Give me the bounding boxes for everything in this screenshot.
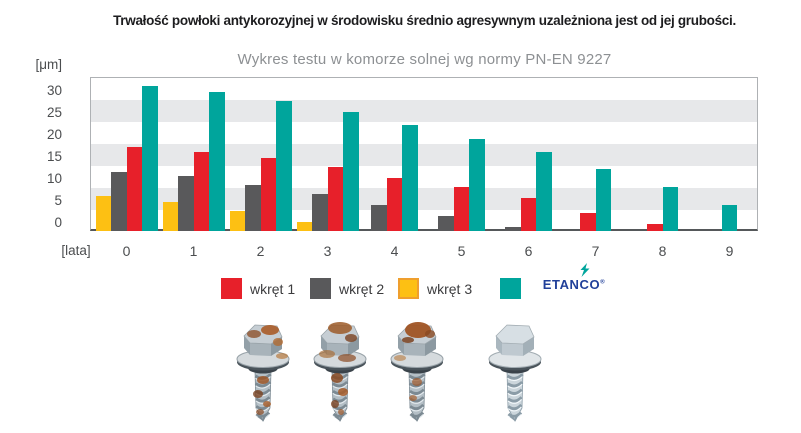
screw-photo-2-corroded	[307, 312, 373, 426]
y-axis-tick: 25	[46, 105, 62, 120]
y-axis-unit-label: [μm]	[35, 57, 62, 72]
rust-spot	[412, 378, 422, 386]
bar-etanco-rok-4	[402, 125, 418, 231]
bar-etanco-rok-5	[469, 138, 485, 231]
legend-item-wkr-t-3: wkręt 3	[398, 278, 472, 299]
legend-swatch	[221, 278, 242, 299]
x-axis-tick: 7	[591, 243, 600, 259]
bar-wkr-t-1-rok-3	[327, 167, 343, 231]
etanco-logo: ETANCO®	[543, 263, 605, 291]
legend-item-label: wkręt 3	[427, 280, 473, 297]
y-axis-tick: 20	[46, 127, 62, 142]
x-axis-tick: 6	[524, 243, 533, 259]
y-axis-tick: 5	[54, 193, 62, 208]
rust-spot	[338, 388, 348, 396]
bar-wkr-t-2-rok-2	[245, 184, 261, 231]
bar-wkr-t-1-rok-1	[193, 151, 209, 231]
rust-spot	[394, 355, 406, 361]
screw-illustration	[488, 324, 542, 422]
x-axis-tick: 5	[457, 243, 466, 259]
rust-spot	[273, 338, 283, 346]
rust-spot	[328, 322, 352, 334]
x-axis-unit-label: [lata]	[61, 243, 91, 258]
bar-etanco-rok-0	[142, 85, 158, 231]
bar-wkr-t-1-rok-6	[520, 198, 537, 231]
bar-wkr-t-3-rok-3	[296, 222, 312, 231]
legend-swatch	[310, 278, 331, 299]
bar-etanco-rok-3	[343, 112, 359, 231]
bar-wkr-t-3-rok-0	[95, 195, 111, 231]
y-axis-tick: 30	[46, 83, 62, 98]
x-axis-tick: 2	[256, 243, 265, 259]
rust-spot	[331, 373, 343, 383]
rust-spot	[338, 409, 344, 415]
bar-wkr-t-2-rok-6	[505, 226, 521, 231]
bar-wkr-t-2-rok-1	[178, 176, 194, 231]
legend-swatch	[398, 278, 419, 299]
x-axis-tick: 4	[390, 243, 399, 259]
bar-etanco-rok-1	[209, 92, 225, 231]
screw-photo-4-clean	[482, 312, 548, 426]
etanco-logo-text: ETANCO®	[542, 277, 606, 292]
bar-wkr-t-1-rok-4	[386, 178, 403, 231]
rust-spot	[405, 322, 431, 338]
rust-spot	[409, 395, 417, 401]
screw-photo-3-corroded	[384, 312, 450, 426]
x-axis-tick: 1	[189, 243, 198, 259]
etanco-registered-mark: ®	[600, 279, 606, 286]
bar-etanco-rok-7	[595, 169, 611, 231]
rust-spot	[261, 325, 279, 335]
legend-item-label: wkręt 1	[250, 280, 296, 297]
bar-wkr-t-1-rok-2	[260, 158, 276, 231]
legend-item-wkr-t-2: wkręt 2	[310, 278, 384, 299]
legend-item-wkr-t-1: wkręt 1	[221, 278, 295, 299]
y-axis-tick: 10	[46, 171, 62, 186]
legend-item-label: wkręt 2	[339, 280, 385, 297]
bar-wkr-t-2-rok-4	[371, 204, 387, 231]
rust-spot	[319, 350, 335, 358]
rust-spot	[256, 409, 264, 415]
x-axis-tick: 0	[122, 243, 131, 259]
legend-swatch	[500, 278, 521, 299]
etanco-flame-icon	[580, 263, 590, 277]
bar-etanco-rok-2	[276, 101, 292, 231]
y-axis-tick: 15	[46, 149, 62, 164]
bar-wkr-t-1-rok-5	[453, 187, 470, 231]
screw-illustration	[236, 324, 290, 422]
rust-spot	[338, 354, 356, 362]
screw-illustration	[390, 322, 444, 422]
bar-etanco-rok-9	[721, 204, 738, 231]
bar-etanco-rok-8	[662, 187, 678, 231]
screw-illustration	[313, 322, 367, 422]
rust-spot	[425, 330, 435, 338]
bar-wkr-t-2-rok-3	[312, 193, 328, 231]
chart-subtitle: Wykres testu w komorze solnej wg normy P…	[237, 51, 612, 68]
rust-spot	[247, 330, 261, 338]
bar-wkr-t-3-rok-2	[229, 211, 245, 231]
x-axis-tick: 9	[725, 243, 734, 259]
legend-item-etanco	[500, 278, 521, 299]
chart-title: Trwałość powłoki antykorozyjnej w środow…	[113, 13, 736, 28]
rust-spot	[402, 337, 414, 343]
bar-wkr-t-2-rok-0	[111, 171, 127, 231]
bar-wkr-t-1-rok-7	[580, 213, 596, 231]
bar-wkr-t-2-rok-5	[438, 215, 454, 231]
rust-spot	[345, 334, 357, 342]
screw-photo-1-corroded	[230, 312, 296, 426]
rust-spot	[253, 390, 263, 398]
rust-spot	[257, 376, 269, 384]
bar-wkr-t-1-rok-8	[647, 224, 663, 231]
rust-spot	[263, 401, 271, 407]
bar-wkr-t-1-rok-0	[126, 147, 142, 231]
bar-wkr-t-3-rok-1	[162, 202, 178, 231]
x-axis-tick: 8	[658, 243, 667, 259]
y-axis-tick: 0	[54, 215, 62, 230]
rust-spot	[276, 353, 288, 359]
rust-spot	[331, 400, 339, 408]
x-axis-tick: 3	[323, 243, 332, 259]
bar-etanco-rok-6	[536, 151, 552, 231]
